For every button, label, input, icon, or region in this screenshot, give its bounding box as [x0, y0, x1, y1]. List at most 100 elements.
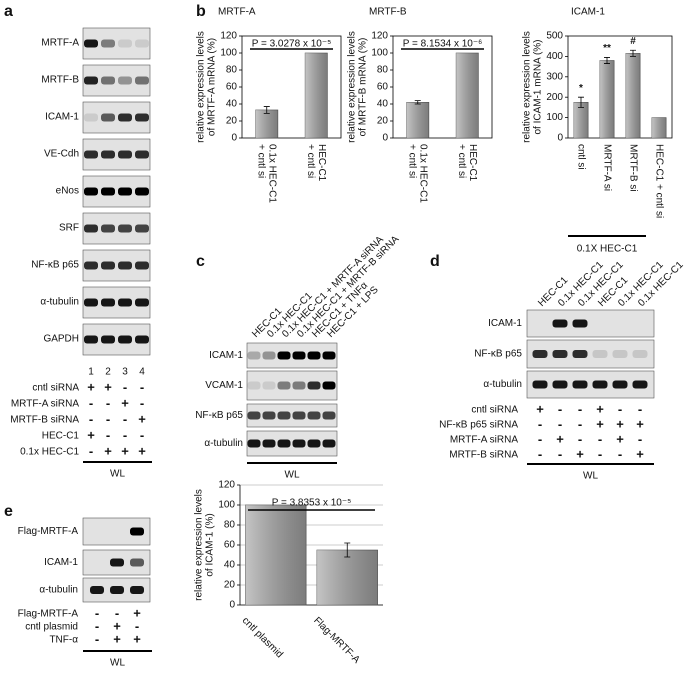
condition-sign: - [558, 446, 562, 461]
condition-sign: + [556, 431, 564, 446]
blot-band [135, 39, 149, 48]
blot-band [118, 261, 132, 270]
condition-sign: - [135, 618, 139, 633]
condition-sign: - [558, 401, 562, 416]
row-label: ICAM-1 [488, 318, 522, 329]
y-tick-label: 200 [546, 92, 563, 103]
row-label: α-tubulin [39, 585, 78, 596]
row-label: eNos [56, 186, 79, 197]
condition-sign: + [121, 395, 129, 410]
y-axis-label: relative expression levels [196, 31, 207, 143]
blot-strip [246, 403, 338, 428]
row-label: Flag-MRTF-A [18, 526, 79, 537]
blot-band [552, 319, 568, 328]
condition-sign: + [616, 416, 624, 431]
condition-sign: + [536, 401, 544, 416]
blot-band [101, 76, 115, 85]
blot-band [110, 558, 124, 567]
x-tick-label: HEC-C1 [467, 144, 478, 182]
blot-band [292, 351, 306, 360]
bar-shade [245, 505, 307, 605]
blot-band [101, 39, 115, 48]
blot-band [572, 319, 588, 328]
row-label: α-tubulin [483, 379, 522, 390]
blot-band [118, 150, 132, 159]
blot-band [130, 558, 144, 567]
blot-band [247, 411, 261, 420]
x-tick-label: Flag-MRTF-A [311, 615, 362, 666]
p-value: P = 8.1534 x 10⁻⁶ [403, 39, 483, 50]
y-tick-label: 40 [224, 560, 236, 571]
condition-sign: + [113, 618, 121, 633]
y-tick-label: 20 [377, 116, 389, 127]
blot-band [130, 586, 144, 594]
condition-sign: - [115, 605, 119, 620]
blot-band [612, 380, 628, 389]
row-label: VCAM-1 [205, 380, 243, 391]
error-bar [630, 49, 636, 57]
blot-band [262, 351, 276, 360]
blot-band [277, 351, 291, 360]
significance-mark: * [579, 83, 583, 94]
lane-number: 3 [122, 367, 128, 378]
blot-band [307, 439, 321, 448]
blot-band [307, 351, 321, 360]
condition-sign: + [138, 443, 146, 458]
footer-label: WL [285, 470, 300, 481]
error-bar [344, 542, 351, 558]
error-bar [578, 96, 584, 108]
condition-sign: + [596, 401, 604, 416]
bar-shade [625, 53, 641, 139]
condition-sign: - [638, 431, 642, 446]
y-tick-label: 120 [371, 31, 388, 42]
row-label: VE-Cdh [44, 149, 79, 160]
blot-band [247, 351, 261, 360]
x-tick-label: + cntl si [305, 144, 316, 178]
blot-band [135, 113, 149, 122]
condition-sign: - [618, 446, 622, 461]
condition-label: NF-κB p65 siRNA [439, 420, 518, 431]
blot-band [84, 335, 98, 344]
y-axis-label: of MRTF-A mRNA (%) [207, 38, 218, 136]
condition-label: TNF-α [49, 635, 78, 646]
y-axis-label: of ICAM-1 (%) [205, 513, 216, 576]
condition-sign: - [598, 446, 602, 461]
row-label: ICAM-1 [209, 350, 243, 361]
panel-label: c [196, 253, 205, 270]
condition-sign: + [596, 416, 604, 431]
y-tick-label: 0 [382, 133, 388, 144]
row-label: ICAM-1 [44, 557, 78, 568]
condition-label: cntl plasmid [25, 622, 78, 633]
y-axis-label: of ICAM-1 mRNA (%) [533, 39, 544, 134]
bar-shade [255, 109, 278, 138]
condition-sign: + [104, 379, 112, 394]
row-label: α-tubulin [40, 297, 79, 308]
condition-label: MRTF-B siRNA [10, 415, 79, 426]
blot-band [247, 439, 261, 448]
condition-sign: - [95, 605, 99, 620]
blot-band [277, 439, 291, 448]
blot-band [118, 39, 132, 48]
panel-label: e [4, 503, 13, 520]
blot-band [572, 380, 588, 389]
blot-band [101, 335, 115, 344]
condition-sign: + [87, 427, 95, 442]
blot-band [277, 411, 291, 420]
chart-title: ICAM-1 [571, 7, 605, 18]
y-tick-label: 100 [220, 48, 237, 59]
condition-sign: - [538, 416, 542, 431]
x-tick-label: HEC-C1 [316, 144, 327, 182]
condition-sign: + [87, 379, 95, 394]
bar-shade [316, 550, 378, 605]
condition-sign: - [578, 431, 582, 446]
condition-sign: + [636, 416, 644, 431]
blot-band [101, 224, 115, 233]
condition-sign: - [106, 411, 110, 426]
condition-sign: - [638, 401, 642, 416]
y-tick-label: 0 [229, 600, 235, 611]
condition-label: Flag-MRTF-A [18, 609, 79, 620]
y-axis-label: relative expression levels [347, 31, 358, 143]
y-tick-label: 80 [224, 520, 236, 531]
row-label: ICAM-1 [45, 112, 79, 123]
blot-band [84, 298, 98, 307]
